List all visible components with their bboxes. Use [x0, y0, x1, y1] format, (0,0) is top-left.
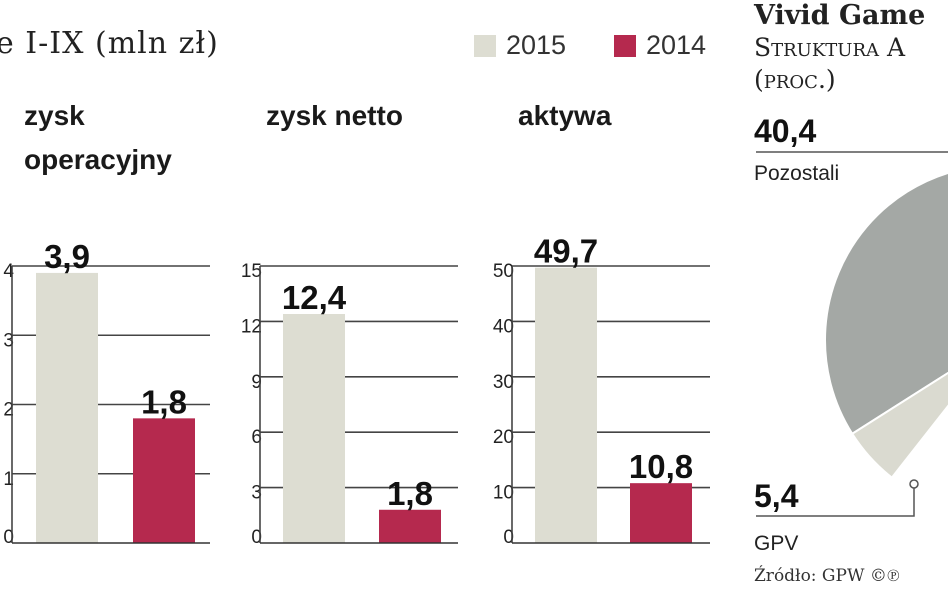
bar-chart-1: 0 3 6 9 12 15 12,4 1,8 [241, 261, 458, 548]
y-tick-label: 3 [3, 330, 14, 351]
y-tick-label: 20 [493, 427, 514, 448]
pie-slice-gpv [850, 371, 948, 480]
y-tick-label: 3 [251, 483, 262, 504]
pie-slice-pozostali [824, 171, 948, 436]
bar-value-label: 49,7 [534, 233, 598, 270]
chart-title-aktywa: aktywa [518, 94, 611, 138]
y-tick-label: 2 [3, 400, 14, 421]
legend-label-2015: 2015 [506, 30, 567, 60]
y-tick-label: 1 [3, 469, 14, 490]
bar-2015 [283, 314, 345, 543]
leader-line-gpv [756, 486, 915, 517]
bar-2015 [535, 267, 597, 543]
y-tick-label: 40 [493, 316, 514, 337]
legend-label-2014: 2014 [646, 30, 707, 60]
bar-2014 [379, 509, 441, 543]
chart-title-zysk-netto: zysk netto [266, 94, 403, 138]
y-tick-label: 9 [251, 372, 262, 393]
y-tick-label: 6 [251, 427, 262, 448]
bar-2014 [630, 483, 692, 543]
bar-value-label: 12,4 [282, 279, 347, 316]
bar-value-label: 3,9 [44, 238, 90, 275]
chart-title-line: zysk netto [266, 100, 403, 131]
y-tick-label: 4 [3, 261, 14, 282]
chart-header-title: e I-IX (mln zł) [0, 26, 219, 61]
bar-value-label: 10,8 [629, 448, 693, 485]
bar-value-label: 1,8 [387, 475, 433, 512]
source-note: Źródło: GPW ©℗ [754, 566, 900, 586]
y-tick-label: 50 [493, 261, 514, 282]
pie-chart [756, 151, 948, 517]
y-tick-label: 0 [503, 527, 514, 548]
chart-title-zysk-operacyjny: zysk operacyjny [24, 94, 172, 182]
pie-label-gpv: GPV [754, 532, 799, 555]
legend-swatch-2014 [614, 34, 636, 57]
pie-chart-title: Vivid Game [754, 0, 926, 31]
legend-item-2014: 2014 [614, 30, 706, 61]
bar-chart-0: 0 1 2 3 4 3,9 1,8 [3, 238, 210, 548]
legend-swatch-2015 [474, 34, 496, 57]
pie-label-pozostali: Pozostali [754, 162, 840, 185]
pie-value-pozostali: 40,4 [754, 113, 817, 149]
pie-chart-subtitle: Struktura A (proc.) [754, 32, 905, 96]
y-tick-label: 30 [493, 372, 514, 393]
bar-2014 [133, 418, 195, 543]
chart-title-line: zysk [24, 100, 85, 131]
bar-value-label: 1,8 [141, 383, 187, 420]
y-tick-label: 12 [241, 316, 262, 337]
pie-subtitle-line: Struktura A [754, 33, 906, 62]
leader-dot-gpv [909, 479, 919, 489]
y-tick-label: 15 [241, 261, 262, 282]
pie-value-gpv: 5,4 [754, 478, 799, 514]
bar-2015 [36, 272, 98, 543]
pie-subtitle-line: (proc.) [754, 65, 836, 94]
y-tick-label: 0 [3, 527, 14, 548]
bar-chart-2: 0 10 20 30 40 50 49,7 10,8 [493, 233, 710, 548]
chart-title-line: operacyjny [24, 144, 172, 175]
legend-item-2015: 2015 [474, 30, 566, 61]
y-tick-label: 10 [493, 483, 514, 504]
chart-title-line: aktywa [518, 100, 612, 131]
y-tick-label: 0 [251, 527, 262, 548]
